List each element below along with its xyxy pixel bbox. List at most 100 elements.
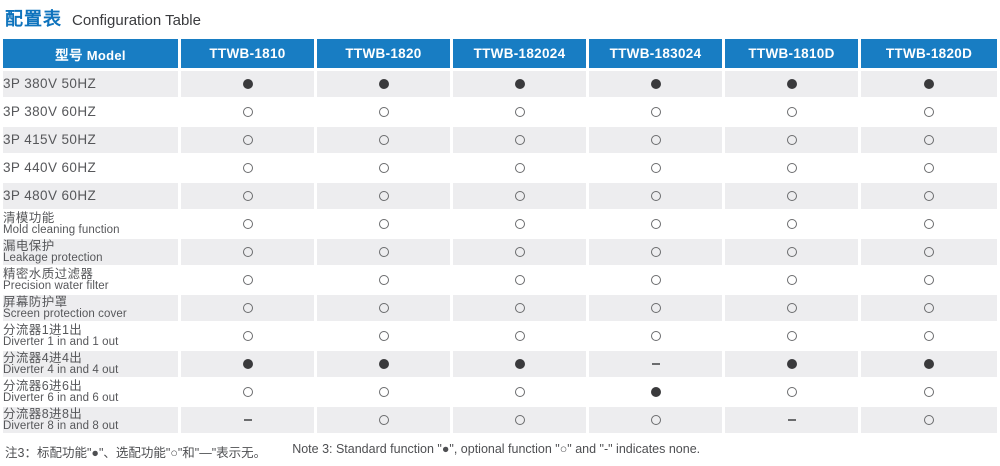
row-label-zh: 精密水质过滤器 [3, 266, 94, 281]
config-cell [861, 127, 997, 155]
row-label-en: Diverter 1 in and 1 out [3, 335, 119, 348]
config-cell [861, 239, 997, 267]
optional-mark-icon [786, 218, 797, 229]
standard-mark-icon [650, 78, 661, 89]
config-cell [181, 351, 317, 379]
table-row: 漏电保护 Leakage protection [3, 239, 997, 267]
optional-mark-icon [514, 386, 525, 397]
config-cell [589, 351, 725, 379]
page-title-en: Configuration Table [72, 12, 201, 29]
config-cell [589, 323, 725, 351]
row-label-en: Precision water filter [3, 279, 109, 292]
config-cell [725, 239, 861, 267]
config-cell [317, 239, 453, 267]
page-title: 配置表 Configuration Table [3, 5, 998, 31]
config-cell [589, 379, 725, 407]
standard-mark-icon [242, 78, 253, 89]
config-cell [317, 211, 453, 239]
config-cell [453, 351, 589, 379]
table-row: 3P 380V 50HZ [3, 71, 997, 99]
column-header-ttwb-1810: TTWB-1810 [181, 39, 317, 71]
config-cell [453, 183, 589, 211]
row-label-zh: 分流器4进4出 [3, 350, 83, 365]
config-cell [861, 407, 997, 435]
row-label: 清模功能 Mold cleaning function [3, 211, 181, 239]
optional-mark-icon [786, 134, 797, 145]
config-cell [453, 267, 589, 295]
table-row: 3P 480V 60HZ [3, 183, 997, 211]
optional-mark-icon [242, 302, 253, 313]
config-cell [453, 155, 589, 183]
config-cell [317, 155, 453, 183]
config-cell [317, 267, 453, 295]
row-label-zh: 屏幕防护罩 [3, 294, 68, 309]
config-cell [317, 127, 453, 155]
table-row: 3P 440V 60HZ [3, 155, 997, 183]
optional-mark-icon [786, 246, 797, 257]
config-cell [589, 407, 725, 435]
column-header-ttwb-1820: TTWB-1820 [317, 39, 453, 71]
standard-mark-icon [378, 78, 389, 89]
standard-mark-icon [786, 78, 797, 89]
config-cell [317, 71, 453, 99]
row-label: 精密水质过滤器 Precision water filter [3, 267, 181, 295]
row-label: 3P 480V 60HZ [3, 183, 181, 211]
config-cell [181, 407, 317, 435]
row-label-zh: 分流器6进6出 [3, 378, 83, 393]
table-row: 3P 380V 60HZ [3, 99, 997, 127]
config-cell [589, 183, 725, 211]
optional-mark-icon [378, 302, 389, 313]
optional-mark-icon [786, 190, 797, 201]
config-cell [181, 323, 317, 351]
none-mark-icon [651, 362, 660, 365]
optional-mark-icon [514, 106, 525, 117]
row-label-zh: 清模功能 [3, 210, 55, 225]
optional-mark-icon [242, 190, 253, 201]
config-cell [589, 155, 725, 183]
config-cell [181, 379, 317, 407]
optional-mark-icon [924, 134, 934, 145]
config-cell [317, 295, 453, 323]
config-cell [861, 267, 997, 295]
optional-mark-icon [378, 414, 389, 425]
optional-mark-icon [514, 134, 525, 145]
config-cell [317, 379, 453, 407]
footnote-en: Note 3: Standard function "●", optional … [292, 442, 701, 456]
standard-mark-icon [650, 386, 661, 397]
none-mark-icon [787, 418, 796, 421]
config-cell [861, 211, 997, 239]
config-cell [317, 407, 453, 435]
config-cell [453, 407, 589, 435]
config-cell [589, 71, 725, 99]
optional-mark-icon [514, 162, 525, 173]
standard-mark-icon [786, 358, 797, 369]
table-row: 屏幕防护罩 Screen protection cover [3, 295, 997, 323]
config-cell [453, 71, 589, 99]
config-cell [181, 127, 317, 155]
table-row: 清模功能 Mold cleaning function [3, 211, 997, 239]
config-cell [589, 295, 725, 323]
optional-mark-icon [924, 246, 934, 257]
table-row: 分流器1进1出 Diverter 1 in and 1 out [3, 323, 997, 351]
optional-mark-icon [924, 386, 934, 397]
row-label-zh: 3P 440V 60HZ [3, 159, 97, 175]
optional-mark-icon [242, 218, 253, 229]
standard-mark-icon [242, 358, 253, 369]
row-label-en: Mold cleaning function [3, 223, 120, 236]
column-header-ttwb-1810d: TTWB-1810D [725, 39, 861, 71]
optional-mark-icon [650, 218, 661, 229]
optional-mark-icon [924, 190, 934, 201]
table-row: 精密水质过滤器 Precision water filter [3, 267, 997, 295]
config-cell [725, 351, 861, 379]
optional-mark-icon [650, 190, 661, 201]
optional-mark-icon [924, 106, 934, 117]
config-cell [317, 351, 453, 379]
config-cell [589, 211, 725, 239]
config-cell [725, 155, 861, 183]
config-cell [725, 127, 861, 155]
optional-mark-icon [924, 302, 934, 313]
config-cell [453, 379, 589, 407]
row-label-zh: 漏电保护 [3, 238, 55, 253]
optional-mark-icon [242, 330, 253, 341]
